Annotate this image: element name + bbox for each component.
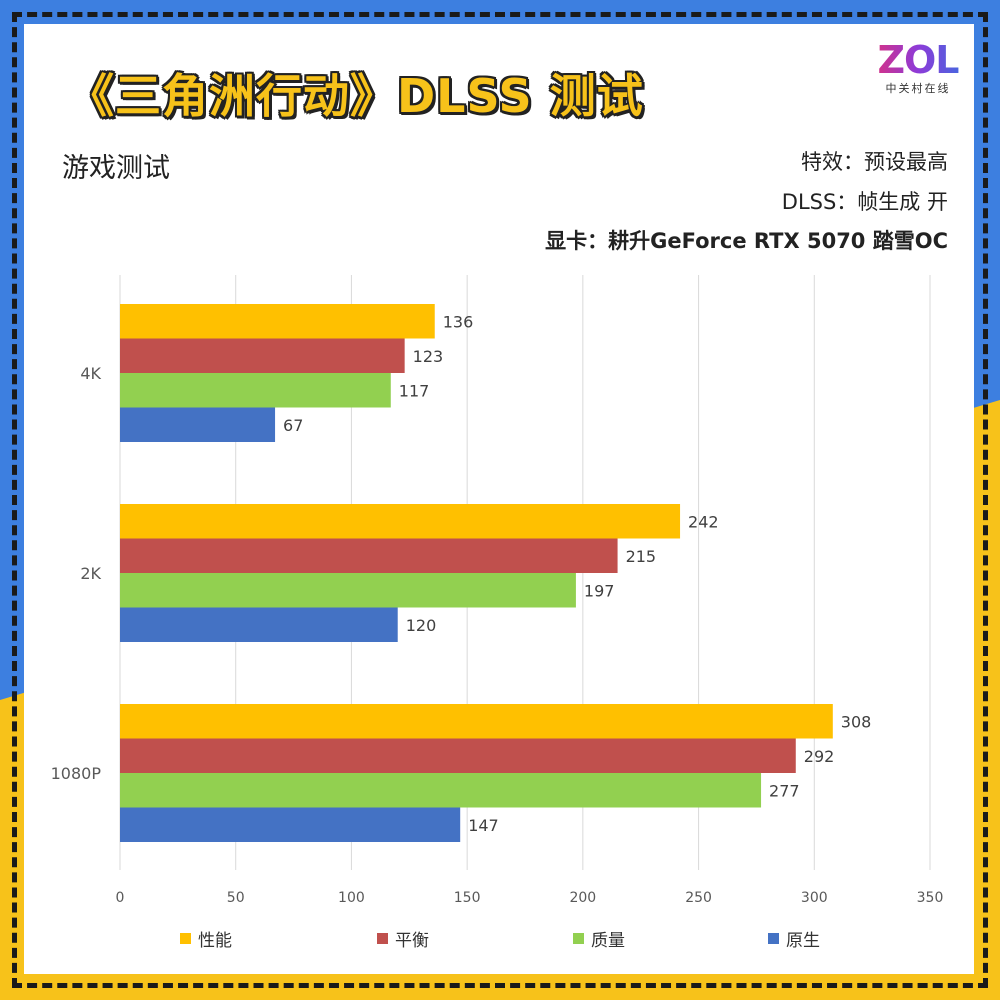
x-tick-label: 250 (685, 890, 712, 906)
legend-item: 性能 (180, 926, 232, 951)
data-label: 123 (413, 347, 444, 366)
x-tick-label: 0 (116, 890, 125, 906)
legend-label: 性能 (198, 926, 232, 951)
category-label: 2K (80, 564, 101, 583)
legend-swatch (573, 933, 584, 944)
data-label: 147 (468, 816, 499, 835)
category-label: 4K (80, 364, 101, 383)
x-tick-label: 50 (227, 890, 245, 906)
legend-swatch (377, 933, 388, 944)
legend-label: 平衡 (395, 926, 429, 951)
bar (120, 808, 460, 843)
bar (120, 739, 796, 774)
bar (120, 304, 435, 339)
data-label: 277 (769, 781, 800, 800)
data-label: 136 (443, 312, 474, 331)
bar (120, 339, 405, 374)
legend-swatch (768, 933, 779, 944)
bar (120, 408, 275, 443)
legend-label: 原生 (786, 926, 820, 951)
legend-item: 质量 (573, 926, 625, 951)
legend-item: 平衡 (377, 926, 429, 951)
data-label: 215 (626, 547, 657, 566)
legend-item: 原生 (768, 926, 820, 951)
data-label: 242 (688, 512, 719, 531)
bar (120, 704, 833, 739)
data-label: 292 (804, 747, 835, 766)
chart-legend: 性能 平衡 质量 原生 (0, 926, 1000, 950)
legend-swatch (180, 933, 191, 944)
data-label: 117 (399, 381, 430, 400)
x-tick-label: 350 (917, 890, 944, 906)
bar (120, 608, 398, 643)
bar (120, 773, 761, 808)
bar (120, 573, 576, 608)
category-label: 1080P (51, 764, 102, 783)
legend-label: 质量 (591, 926, 625, 951)
bar (120, 504, 680, 539)
x-tick-label: 300 (801, 890, 828, 906)
bar (120, 539, 618, 574)
data-label: 197 (584, 581, 615, 600)
data-label: 120 (406, 616, 437, 635)
bar (120, 373, 391, 408)
x-tick-label: 200 (569, 890, 596, 906)
data-label: 308 (841, 712, 872, 731)
x-tick-label: 150 (454, 890, 481, 906)
data-label: 67 (283, 416, 303, 435)
x-tick-label: 100 (338, 890, 365, 906)
